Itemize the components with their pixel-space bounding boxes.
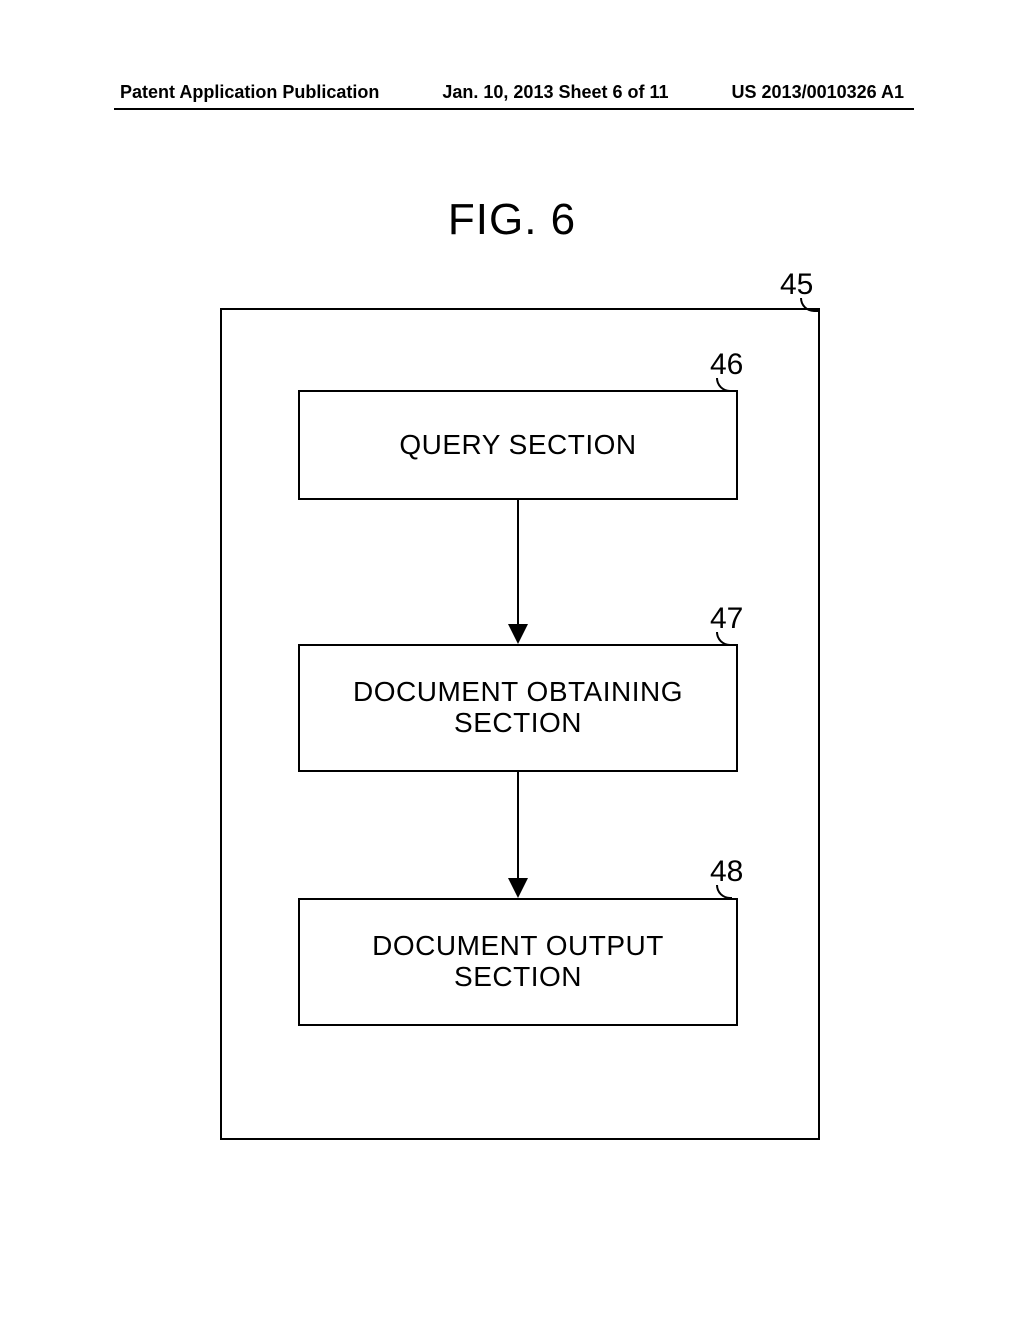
header-rule: [114, 108, 914, 110]
block-47-line-0: DOCUMENT OBTAINING: [353, 677, 683, 708]
query-section-block: QUERY SECTION: [298, 390, 738, 500]
arrow-shaft-1: [517, 500, 519, 626]
document-output-section-block: DOCUMENT OUTPUT SECTION: [298, 898, 738, 1026]
header-left: Patent Application Publication: [120, 82, 379, 103]
document-obtaining-section-block: DOCUMENT OBTAINING SECTION: [298, 644, 738, 772]
ref-label-47: 47: [710, 602, 743, 636]
block-47-line-1: SECTION: [454, 708, 582, 739]
arrow-shaft-2: [517, 772, 519, 880]
header-right: US 2013/0010326 A1: [732, 82, 904, 103]
ref-label-45: 45: [780, 268, 813, 302]
block-46-line-0: QUERY SECTION: [399, 430, 636, 461]
arrow-head-1: [508, 624, 528, 644]
ref-label-46: 46: [710, 348, 743, 382]
ref-label-48: 48: [710, 855, 743, 889]
block-48-line-0: DOCUMENT OUTPUT: [372, 931, 664, 962]
arrow-head-2: [508, 878, 528, 898]
page-header: Patent Application Publication Jan. 10, …: [0, 82, 1024, 103]
header-center: Jan. 10, 2013 Sheet 6 of 11: [442, 82, 668, 103]
figure-title: FIG. 6: [0, 195, 1024, 245]
block-48-line-1: SECTION: [454, 962, 582, 993]
